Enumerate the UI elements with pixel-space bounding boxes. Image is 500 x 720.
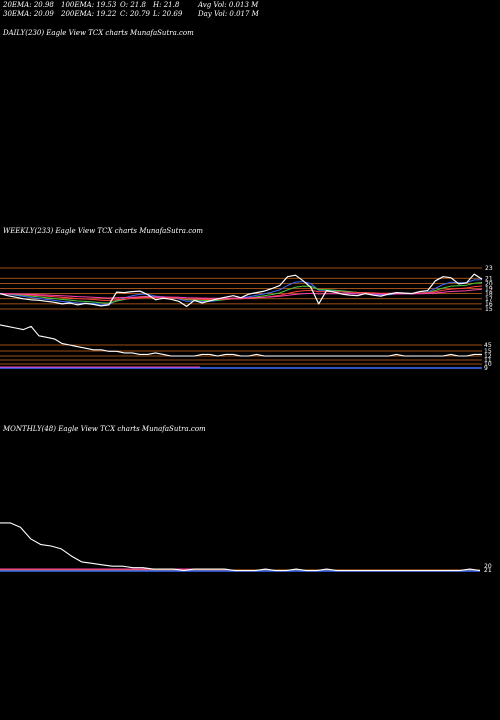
daily-panel-title: DAILY(230) Eagle View TCX charts MunafaS… — [3, 29, 194, 37]
weekly-price-tick: 21 — [485, 275, 493, 282]
weekly-volume-tick: 12 — [484, 353, 492, 360]
header-high: H: 21.8 — [153, 1, 180, 9]
header-avg-vol: Avg Vol: 0.013 M — [198, 1, 259, 9]
header-day-vol: Day Vol: 0.017 M — [198, 10, 259, 18]
weekly-volume-tick: 11 — [484, 357, 492, 364]
monthly-price-tick: 20 — [484, 563, 492, 570]
weekly-volume-tick: 10 — [484, 361, 492, 368]
weekly-price-tick: 23 — [485, 265, 493, 272]
weekly-volume-tick: 15 — [484, 348, 492, 355]
header-ema100: 100EMA: 19.53 — [61, 1, 117, 9]
header-ema30: 30EMA: 20.09 — [3, 10, 54, 18]
weekly-price-line — [0, 273, 483, 307]
weekly-panel-title: WEEKLY(233) Eagle View TCX charts Munafa… — [3, 227, 203, 235]
header-ema20: 20EMA: 20.98 — [3, 1, 54, 9]
header-low: L: 20.69 — [153, 10, 183, 18]
header-close: C: 20.79 — [120, 10, 150, 18]
weekly-price-tick: 17 — [485, 296, 493, 303]
weekly-price-tick: 19 — [485, 286, 493, 293]
weekly-price-tick: 15 — [485, 306, 493, 313]
weekly-volume-line — [0, 324, 482, 357]
weekly-volume-tick: 9 — [484, 365, 488, 372]
monthly-line — [0, 522, 481, 572]
monthly-price-tick: 21 — [484, 567, 492, 574]
header-open: O: 21.8 — [120, 1, 146, 9]
weekly-price-tick: 20 — [485, 280, 493, 287]
header-ema200: 200EMA: 19.22 — [61, 10, 117, 18]
weekly-price-tick: 16 — [485, 301, 493, 308]
weekly-volume-tick: 45 — [484, 342, 492, 349]
weekly-price-tick: 18 — [485, 291, 493, 298]
monthly-panel-title: MONTHLY(48) Eagle View TCX charts Munafa… — [3, 425, 206, 433]
